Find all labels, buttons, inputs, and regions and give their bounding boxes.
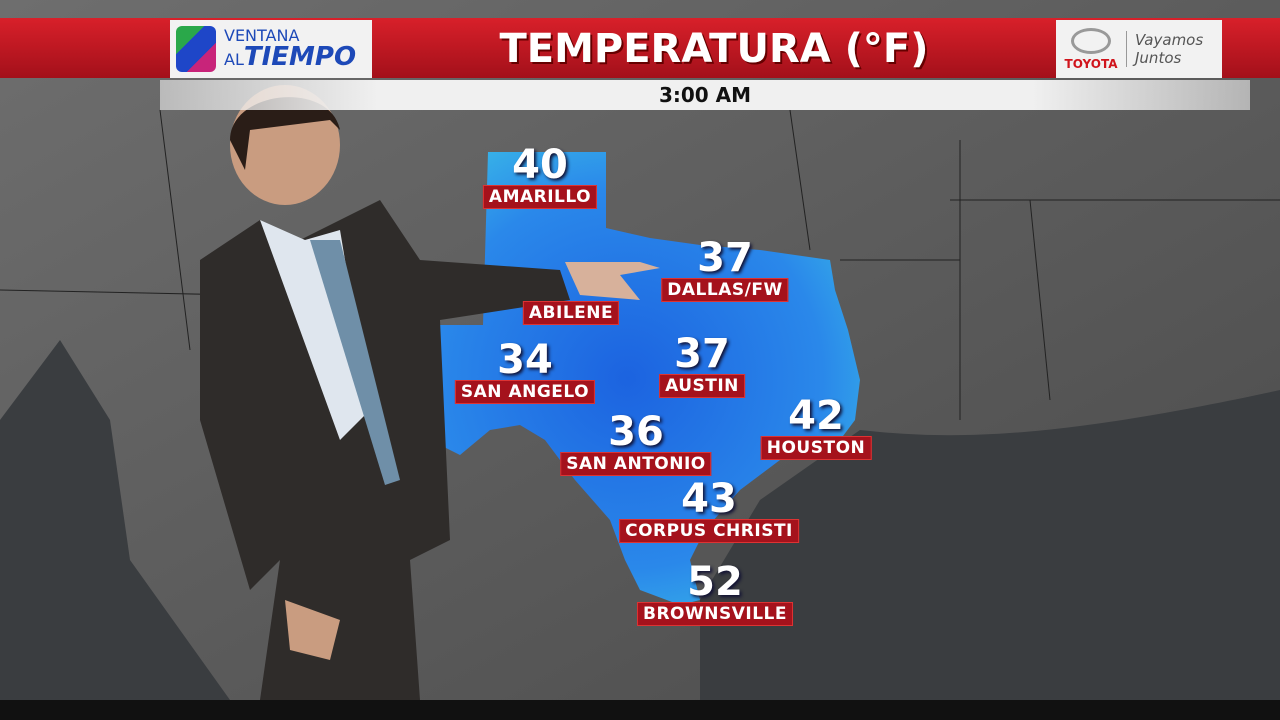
presenter (200, 85, 660, 700)
city-dallas: 37 DALLAS/FW (661, 235, 789, 302)
univision-logo-icon (176, 26, 216, 72)
city-name: HOUSTON (760, 436, 872, 460)
toyota-sponsor-logo: TOYOTA Vayamos Juntos (1056, 20, 1222, 78)
city-name: CORPUS CHRISTI (619, 519, 799, 543)
sponsor-tagline-2: Juntos (1135, 49, 1182, 67)
city-name: SAN ANGELO (454, 380, 596, 404)
city-houston: 42 HOUSTON (760, 393, 872, 460)
pacific-ocean (0, 340, 230, 700)
sponsor-tagline-1: Vayamos (1135, 31, 1204, 49)
city-name: AUSTIN (659, 374, 745, 398)
city-name: AMARILLO (482, 185, 598, 209)
gulf-of-mexico (700, 390, 1280, 700)
city-temp: 42 (788, 393, 844, 439)
city-temp: 40 (512, 142, 568, 188)
city-brownsville: 52 BROWNSVILLE (637, 562, 793, 626)
ventana-al-tiempo-logo: VENTANA ALTIEMPO (170, 20, 372, 78)
toyota-emblem-icon (1071, 27, 1111, 54)
city-temp: 34 (497, 337, 553, 383)
city-san-angelo: 34 SAN ANGELO (454, 337, 596, 404)
city-san-antonio: 36 SAN ANTONIO (560, 409, 712, 476)
city-name: ABILENE (522, 301, 620, 325)
city-amarillo: 40 AMARILLO (482, 142, 598, 209)
city-austin: 37 AUSTIN (659, 334, 745, 398)
bottom-bar (0, 700, 1280, 720)
brand-line1: VENTANA (224, 26, 300, 45)
city-name: BROWNSVILLE (637, 602, 793, 626)
city-name: DALLAS/FW (661, 278, 789, 302)
city-temp: 37 (697, 235, 753, 281)
city-abilene: ABILENE (522, 301, 620, 325)
city-temp: 52 (687, 559, 743, 605)
city-temp: 37 (674, 331, 730, 377)
brand-al: AL (224, 50, 244, 69)
page-title: TEMPERATURA (°F) (499, 26, 929, 72)
sponsor-name: TOYOTA (1064, 56, 1118, 71)
time-label: 3:00 AM (160, 80, 1250, 110)
city-name: SAN ANTONIO (560, 452, 712, 476)
brand-line2: TIEMPO (243, 42, 357, 72)
city-corpus-christi: 43 CORPUS CHRISTI (619, 479, 799, 543)
city-temp: 43 (681, 476, 737, 522)
city-temp: 36 (608, 409, 664, 455)
texas-shape (395, 152, 860, 605)
